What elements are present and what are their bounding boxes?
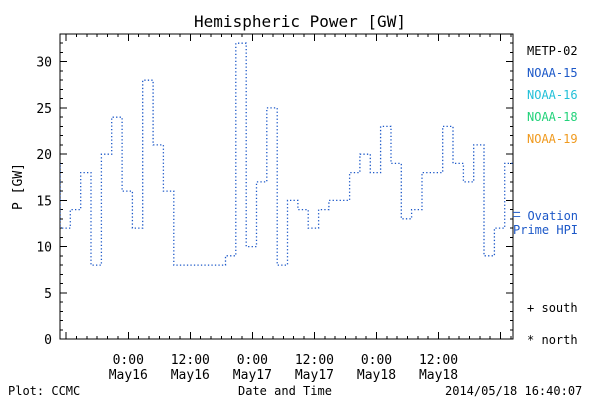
x-tick-label-time: 12:00 xyxy=(419,353,458,368)
x-tick-label-date: May17 xyxy=(295,368,334,383)
y-tick-label: 0 xyxy=(44,333,52,348)
x-tick-label-time: 12:00 xyxy=(171,353,210,368)
chart-title: Hemispheric Power [GW] xyxy=(194,12,406,31)
series-line-noaa-15 xyxy=(60,42,513,266)
north-label: north xyxy=(541,333,578,347)
ovation-label-line-2: Prime HPI xyxy=(513,223,579,238)
x-tick-label-time: 0:00 xyxy=(237,353,268,368)
legend-item-metp-02: METP-02 xyxy=(527,44,578,58)
y-tick-label: 30 xyxy=(36,56,52,71)
legend-item-noaa-16: NOAA-16 xyxy=(527,88,578,102)
timestamp: 2014/05/18 16:40:07 xyxy=(445,384,583,398)
x-tick-label-date: May16 xyxy=(171,368,210,383)
y-tick-label: 15 xyxy=(36,194,52,209)
y-tick-label: 20 xyxy=(36,148,52,163)
y-tick-label: 25 xyxy=(36,102,52,117)
ovation-label: — Ovation Prime HPI xyxy=(513,209,578,238)
x-tick-label-date: May16 xyxy=(109,368,148,383)
plot-credit: Plot: CCMC xyxy=(8,384,81,398)
south-symbol: + xyxy=(527,301,535,315)
x-tick-label-time: 0:00 xyxy=(361,353,392,368)
x-tick-label-time: 0:00 xyxy=(113,353,144,368)
y-tick-label: 5 xyxy=(44,287,52,302)
x-tick-label-date: May17 xyxy=(233,368,272,383)
x-axis-label: Date and Time xyxy=(238,384,332,398)
plot-frame xyxy=(59,33,514,340)
legend-item-noaa-18: NOAA-18 xyxy=(527,110,578,124)
x-tick-label-time: 12:00 xyxy=(295,353,334,368)
y-tick-label: 10 xyxy=(36,241,52,256)
x-tick-label-date: May18 xyxy=(419,368,458,383)
ovation-label-line-1: — Ovation xyxy=(513,209,579,223)
north-symbol-label: * north xyxy=(527,333,578,347)
y-axis-label: P [GW] xyxy=(11,163,26,210)
south-symbol-label: + south xyxy=(527,301,578,315)
legend-item-noaa-15: NOAA-15 xyxy=(527,66,578,80)
legend-item-noaa-19: NOAA-19 xyxy=(527,132,578,146)
north-symbol: * xyxy=(527,333,535,347)
south-label: south xyxy=(541,301,578,315)
x-tick-label-date: May18 xyxy=(357,368,396,383)
